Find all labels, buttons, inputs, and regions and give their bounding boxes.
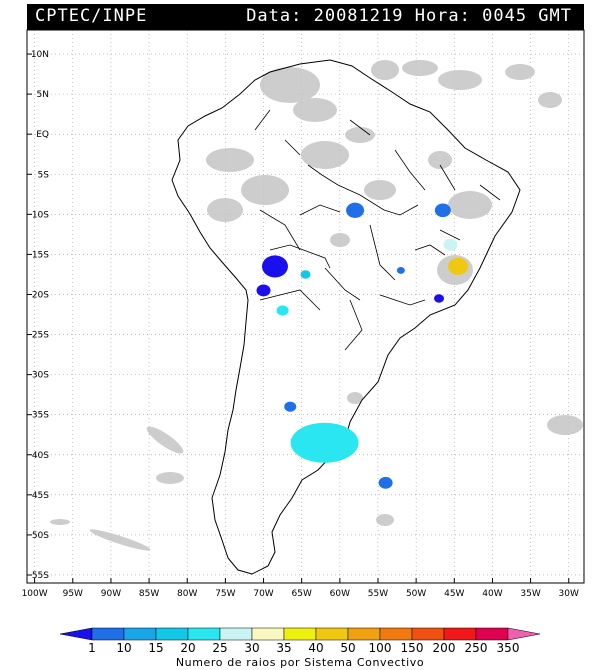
lat-tick-label: 30S: [32, 371, 49, 381]
lat-tick-label: EQ: [36, 130, 49, 140]
lon-tick-label: 45W: [444, 589, 464, 599]
legend-swatch: [443, 627, 477, 641]
convective-system: [300, 270, 311, 279]
convective-system: [396, 267, 405, 274]
lon-tick-label: 70W: [253, 589, 273, 599]
lon-tick-label: 55W: [368, 589, 388, 599]
legend-swatch: [347, 627, 381, 641]
convective-system: [346, 202, 365, 218]
map-frame: [27, 30, 584, 583]
longitude-labels: 100W 95W 90W 85W 80W 75W 70W 65W 60W 55W 50W 45W 40W…: [22, 589, 579, 599]
convective-system: [443, 238, 458, 251]
lat-lon-grid: [27, 30, 584, 583]
legend-value-label: 40: [308, 641, 323, 655]
lat-tick-label: 35S: [32, 411, 49, 421]
legend-swatch: [91, 627, 125, 641]
convective-system: [434, 203, 451, 218]
lon-tick-label: 95W: [63, 589, 83, 599]
agency-label: CPTEC/INPE: [35, 6, 148, 26]
lat-tick-label: 5N: [37, 90, 49, 100]
convective-system: [378, 476, 393, 489]
legend-value-label: 1: [88, 641, 96, 655]
lat-tick-label: 10S: [32, 210, 49, 220]
color-legend: 1 10 15 20 25 30 35 40 50 100 150 200 250 350 Numero …: [59, 627, 541, 669]
legend-swatch: [475, 627, 509, 641]
convective-system: [434, 294, 445, 303]
lat-tick-label: 50S: [32, 531, 49, 541]
legend-value-label: 50: [340, 641, 355, 655]
cloud-cover: [50, 60, 583, 551]
legend-value-label: 150: [401, 641, 424, 655]
legend-value-label: 35: [276, 641, 291, 655]
legend-swatch: [187, 627, 221, 641]
legend-value-label: 30: [244, 641, 259, 655]
coastline: [171, 59, 521, 575]
legend-caption: Numero de raios por Sistema Convectivo: [176, 656, 424, 669]
legend-value-label: 250: [465, 641, 488, 655]
legend-swatch: [59, 627, 93, 641]
convective-system: [261, 255, 288, 278]
lat-tick-label: 25S: [32, 331, 49, 341]
lon-tick-label: 60W: [330, 589, 350, 599]
lon-tick-label: 40W: [482, 589, 502, 599]
legend-swatch: [507, 627, 541, 641]
lon-tick-label: 30W: [559, 589, 579, 599]
map-header: CPTEC/INPE Data: 20081219 Hora: 0045 GMT: [27, 4, 584, 30]
lat-tick-label: 20S: [32, 290, 49, 300]
lon-tick-label: 80W: [177, 589, 197, 599]
convective-system: [256, 284, 271, 297]
lon-tick-label: 35W: [520, 589, 540, 599]
legend-value-label: 15: [148, 641, 163, 655]
legend-color-bar: [59, 627, 541, 641]
lon-tick-label: 85W: [139, 589, 159, 599]
convective-system: [276, 305, 289, 316]
lon-tick-label: 50W: [406, 589, 426, 599]
lat-tick-label: 40S: [32, 451, 49, 461]
legend-swatch: [251, 627, 285, 641]
legend-value-label: 20: [180, 641, 195, 655]
lat-tick-label: 5S: [38, 170, 50, 180]
legend-value-label: 10: [116, 641, 131, 655]
legend-swatch: [219, 627, 253, 641]
lat-tick-label: 55S: [32, 571, 49, 581]
legend-swatch: [315, 627, 349, 641]
lon-tick-label: 100W: [22, 589, 48, 599]
latitude-labels: 10N 5N EQ 5S 10S 15S 20S 25S 30S 35S 40S 45S 50S 55S: [31, 50, 49, 581]
legend-swatch: [411, 627, 445, 641]
lat-tick-label: 45S: [32, 491, 49, 501]
convective-system: [448, 257, 469, 275]
legend-swatch: [379, 627, 413, 641]
convective-system: [284, 401, 297, 412]
lon-tick-label: 90W: [101, 589, 121, 599]
legend-swatch: [123, 627, 157, 641]
legend-swatch: [155, 627, 189, 641]
lat-tick-label: 10N: [31, 50, 49, 60]
legend-value-label: 350: [497, 641, 520, 655]
legend-value-labels: 1 10 15 20 25 30 35 40 50 100 150 200 250 350: [88, 641, 519, 655]
convective-systems: [256, 202, 469, 489]
legend-value-label: 100: [369, 641, 392, 655]
lat-tick-label: 15S: [32, 250, 49, 260]
legend-value-label: 25: [212, 641, 227, 655]
legend-value-label: 200: [433, 641, 456, 655]
lightning-map: 10N5NEQ5S10S15S20S25S30S35S40S45S50S55S …: [22, 29, 585, 599]
lon-tick-label: 75W: [215, 589, 235, 599]
map-border: [26, 29, 585, 584]
date-time-label: Data: 20081219 Hora: 0045 GMT: [246, 6, 572, 26]
legend-swatch: [283, 627, 317, 641]
convective-system: [290, 422, 359, 463]
lon-tick-label: 65W: [292, 589, 312, 599]
